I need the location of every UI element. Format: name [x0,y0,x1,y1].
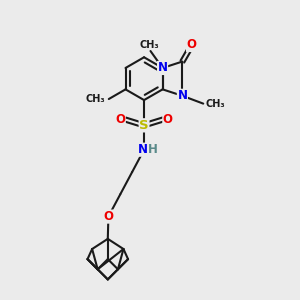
Text: CH₃: CH₃ [206,99,225,109]
Text: CH₃: CH₃ [85,94,105,104]
Text: S: S [139,119,149,132]
Text: CH₃: CH₃ [139,40,159,50]
Text: O: O [103,210,113,223]
Text: N: N [138,143,148,156]
Text: N: N [158,61,168,74]
Text: O: O [115,113,125,126]
Text: N: N [177,89,188,102]
Text: O: O [187,38,196,52]
Text: H: H [147,143,157,156]
Text: O: O [163,113,173,126]
